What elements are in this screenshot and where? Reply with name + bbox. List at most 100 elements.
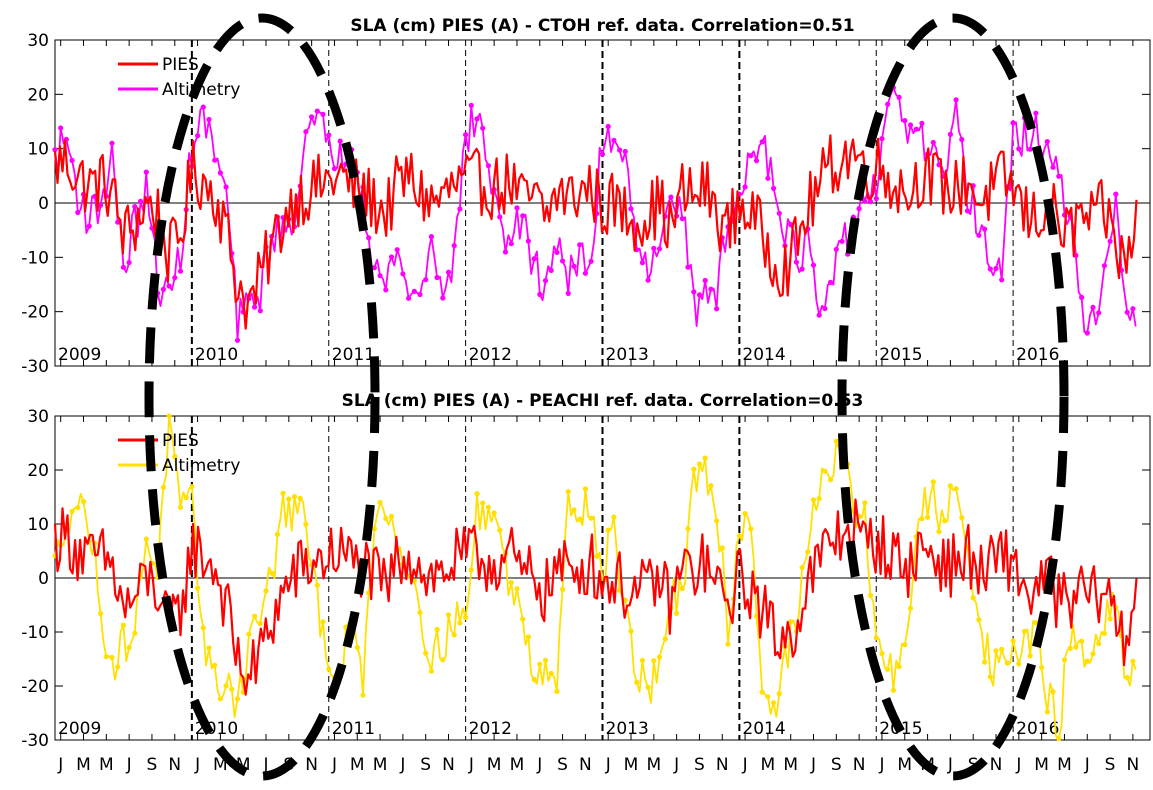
- legend-label-altimetry: Altimetry: [162, 456, 240, 476]
- altimetry-point: [246, 631, 252, 637]
- altimetry-point: [651, 245, 657, 251]
- altimetry-point: [1107, 238, 1113, 244]
- top-panel-title: SLA (cm) PIES (A) - CTOH ref. data. Corr…: [350, 16, 854, 36]
- altimetry-point: [542, 278, 549, 284]
- y-tick-label: 20: [27, 85, 49, 105]
- altimetry-point: [896, 94, 902, 100]
- altimetry-point: [120, 264, 126, 270]
- altimetry-point: [1079, 638, 1085, 644]
- highlight-ellipse: [837, 13, 1069, 781]
- altimetry-point: [765, 175, 771, 181]
- altimetry-point: [1016, 146, 1022, 152]
- altimetry-point: [109, 654, 115, 661]
- altimetry-point: [953, 97, 959, 103]
- altimetry-point: [331, 166, 338, 172]
- altimetry-point: [571, 507, 577, 513]
- altimetry-point: [474, 116, 480, 122]
- altimetry-point: [320, 619, 326, 625]
- altimetry-point: [542, 657, 549, 663]
- month-tick-label: S: [147, 755, 158, 775]
- altimetry-point: [748, 153, 754, 159]
- altimetry-point: [651, 658, 657, 664]
- altimetry-point: [1084, 330, 1090, 336]
- month-tick-label: N: [305, 755, 318, 775]
- altimetry-point: [645, 277, 651, 283]
- altimetry-point: [993, 648, 999, 654]
- altimetry-point: [788, 619, 794, 625]
- altimetry-point: [103, 654, 109, 660]
- altimetry-point: [702, 455, 708, 461]
- altimetry-point: [867, 199, 874, 205]
- altimetry-point: [200, 104, 206, 110]
- y-tick-label: 10: [27, 515, 49, 535]
- altimetry-point: [234, 696, 241, 702]
- y-tick-label: -10: [21, 248, 49, 268]
- month-tick-label: M: [350, 755, 365, 775]
- month-tick-label: M: [487, 755, 502, 775]
- y-tick-label: -20: [21, 303, 49, 323]
- month-tick-label: S: [1105, 755, 1116, 775]
- altimetry-point: [463, 132, 469, 138]
- altimetry-point: [902, 118, 908, 124]
- bottom-panel-title: SLA (cm) PIES (A) - PEACHI ref. data. Co…: [342, 391, 864, 411]
- altimetry-point: [548, 267, 554, 273]
- altimetry-point: [434, 626, 440, 633]
- altimetry-point: [1039, 664, 1045, 671]
- y-tick-label: -20: [21, 677, 49, 697]
- month-tick-label: J: [536, 755, 542, 775]
- altimetry-point: [748, 526, 754, 532]
- altimetry-point: [337, 138, 343, 144]
- legend-label-pies: PIES: [162, 431, 199, 451]
- altimetry-point: [1073, 644, 1079, 650]
- altimetry-point: [691, 289, 697, 295]
- month-tick-label: J: [878, 755, 884, 775]
- altimetry-point: [366, 235, 372, 241]
- altimetry-point: [69, 157, 75, 163]
- month-tick-label: M: [373, 755, 388, 775]
- altimetry-point: [816, 312, 822, 318]
- altimetry-point: [964, 208, 971, 214]
- altimetry-point: [776, 210, 782, 216]
- altimetry-point: [1004, 660, 1011, 666]
- altimetry-point: [879, 650, 885, 657]
- altimetry-point: [1113, 191, 1119, 197]
- altimetry-point: [913, 126, 919, 132]
- altimetry-point: [565, 489, 571, 495]
- altimetry-point: [708, 483, 714, 489]
- altimetry-point: [1056, 173, 1062, 179]
- altimetry-point: [434, 274, 440, 281]
- altimetry-point: [360, 692, 366, 698]
- altimetry-point: [428, 668, 434, 674]
- altimetry-point: [160, 286, 166, 292]
- altimetry-point: [474, 491, 480, 497]
- altimetry-point: [679, 586, 685, 592]
- altimetry-point: [291, 493, 298, 500]
- altimetry-point: [160, 484, 166, 490]
- altimetry-point: [810, 497, 817, 503]
- altimetry-point: [189, 484, 195, 490]
- month-tick-label: N: [990, 755, 1003, 775]
- altimetry-point: [86, 223, 92, 229]
- altimetry-point: [126, 644, 132, 651]
- altimetry-point: [577, 242, 583, 248]
- altimetry-point: [976, 617, 982, 623]
- altimetry-point: [286, 496, 292, 502]
- altimetry-point: [856, 206, 862, 212]
- altimetry-point: [810, 262, 817, 268]
- altimetry-point: [457, 206, 463, 212]
- altimetry-point: [1010, 638, 1016, 644]
- altimetry-point: [588, 515, 594, 521]
- altimetry-point: [691, 466, 697, 472]
- altimetry-point: [445, 612, 452, 618]
- altimetry-point: [480, 500, 486, 506]
- month-tick-label: S: [557, 755, 568, 775]
- altimetry-point: [571, 263, 577, 269]
- altimetry-point: [166, 283, 172, 289]
- altimetry-point: [514, 205, 520, 211]
- altimetry-point: [771, 185, 777, 191]
- altimetry-point: [400, 271, 406, 277]
- altimetry-point: [987, 674, 993, 680]
- altimetry-point: [628, 206, 634, 212]
- altimetry-point: [867, 592, 874, 599]
- altimetry-point: [326, 132, 332, 138]
